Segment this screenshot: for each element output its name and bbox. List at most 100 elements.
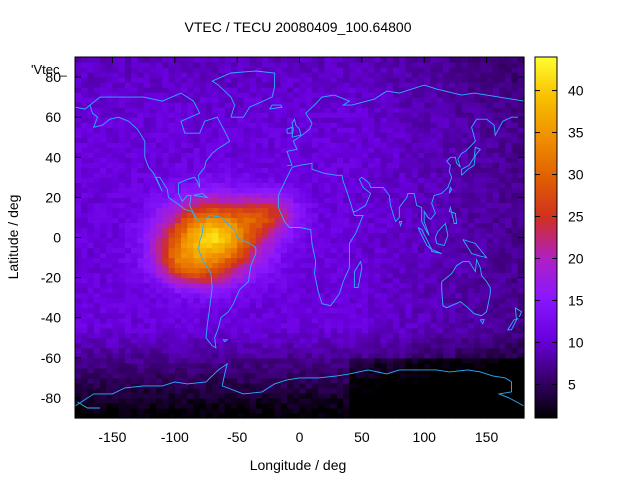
heatmap-cell (480, 347, 488, 354)
heatmap-cell (162, 362, 170, 369)
heatmap-cell (181, 377, 188, 384)
heatmap-cell (361, 272, 369, 279)
heatmap-cell (268, 162, 276, 168)
heatmap-cell (174, 207, 182, 214)
heatmap-cell (305, 202, 313, 209)
heatmap-cell (474, 197, 481, 203)
heatmap-cell (237, 57, 244, 63)
heatmap-cell (492, 252, 500, 259)
heatmap-cell (336, 387, 344, 394)
heatmap-cell (430, 307, 438, 314)
heatmap-cell (411, 237, 419, 244)
heatmap-cell (274, 402, 282, 409)
heatmap-cell (311, 102, 319, 108)
heatmap-cell (149, 372, 157, 379)
heatmap-cell (330, 237, 338, 244)
heatmap-cell (361, 222, 369, 229)
heatmap-cell (118, 377, 126, 384)
heatmap-cell (436, 242, 444, 249)
heatmap-cell (386, 287, 394, 294)
heatmap-cell (499, 167, 506, 173)
heatmap-cell (230, 362, 238, 369)
heatmap-cell (336, 407, 344, 414)
heatmap-cell (112, 162, 120, 168)
heatmap-cell (405, 217, 413, 224)
heatmap-cell (474, 317, 481, 324)
heatmap-cell (411, 152, 419, 158)
heatmap-cell (474, 207, 481, 214)
heatmap-cell (230, 212, 238, 219)
heatmap-cell (355, 197, 363, 203)
heatmap-cell (324, 77, 332, 83)
heatmap-cell (193, 87, 201, 93)
heatmap-cell (374, 107, 382, 113)
heatmap-cell (75, 267, 82, 274)
heatmap-cell (430, 147, 438, 153)
heatmap-cell (75, 292, 82, 299)
heatmap-cell (106, 147, 114, 153)
heatmap-cell (156, 252, 163, 259)
heatmap-cell (181, 202, 188, 209)
heatmap-cell (193, 72, 201, 78)
heatmap-cell (405, 142, 413, 148)
heatmap-cell (237, 102, 244, 108)
heatmap-cell (124, 322, 132, 329)
heatmap-cell (349, 257, 357, 264)
heatmap-cell (249, 302, 257, 309)
heatmap-cell (118, 102, 126, 108)
heatmap-cell (299, 167, 307, 173)
heatmap-cell (124, 82, 132, 88)
heatmap-cell (305, 132, 313, 138)
heatmap-cell (374, 287, 382, 294)
heatmap-cell (212, 287, 220, 294)
heatmap-cell (255, 387, 263, 394)
heatmap-cell (87, 347, 95, 354)
heatmap-cell (480, 217, 488, 224)
heatmap-cell (474, 102, 481, 108)
heatmap-cell (293, 267, 301, 274)
heatmap-cell (467, 392, 475, 399)
heatmap-cell (280, 177, 288, 183)
heatmap-cell (293, 77, 301, 83)
heatmap-cell (417, 102, 425, 108)
heatmap-cell (368, 242, 375, 249)
heatmap-cell (287, 332, 294, 339)
heatmap-cell (474, 97, 481, 103)
heatmap-cell (168, 252, 176, 259)
heatmap-cell (474, 112, 481, 118)
heatmap-cell (355, 267, 363, 274)
heatmap-cell (268, 127, 276, 133)
heatmap-cell (205, 107, 213, 113)
heatmap-cell (467, 287, 475, 294)
heatmap-cell (374, 202, 382, 209)
heatmap-cell (124, 282, 132, 289)
heatmap-cell (480, 152, 488, 158)
heatmap-cell (93, 402, 101, 409)
heatmap-cell (262, 112, 269, 118)
heatmap-cell (324, 167, 332, 173)
heatmap-cell (243, 292, 251, 299)
heatmap-cell (442, 362, 450, 369)
heatmap-cell (181, 412, 188, 419)
heatmap-cell (174, 392, 182, 399)
heatmap-cell (399, 137, 407, 143)
heatmap-cell (324, 112, 332, 118)
heatmap-cell (124, 102, 132, 108)
heatmap-cell (449, 377, 457, 384)
heatmap-cell (287, 222, 294, 229)
heatmap-cell (162, 117, 170, 123)
heatmap-cell (393, 97, 400, 103)
heatmap-cell (106, 157, 114, 163)
heatmap-cell (430, 77, 438, 83)
heatmap-cell (393, 282, 400, 289)
heatmap-cell (368, 292, 375, 299)
heatmap-cell (274, 327, 282, 334)
heatmap-cell (255, 107, 263, 113)
heatmap-cell (311, 222, 319, 229)
heatmap-cell (411, 342, 419, 349)
heatmap-cell (149, 402, 157, 409)
heatmap-cell (449, 412, 457, 419)
heatmap-cell (467, 187, 475, 193)
heatmap-cell (131, 332, 138, 339)
heatmap-cell (124, 77, 132, 83)
